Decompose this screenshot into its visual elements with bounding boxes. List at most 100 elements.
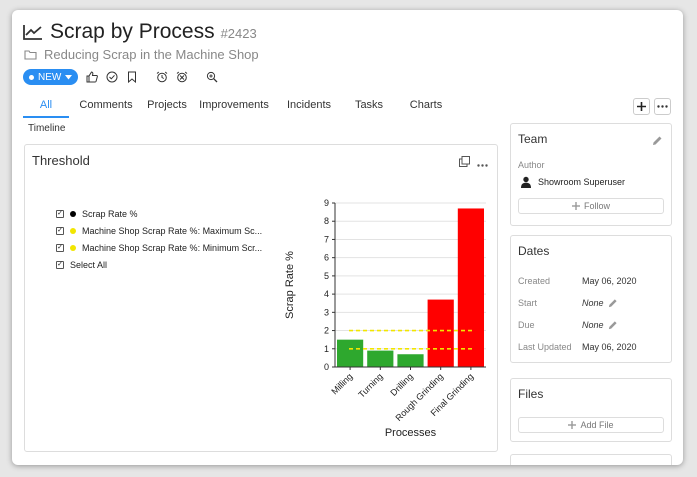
select-all-checkbox[interactable]: ✓ <box>56 260 64 269</box>
dates-card: Dates Created May 06, 2020 Start None Du… <box>510 235 672 363</box>
team-card: Team Author Showroom Superuser Follow <box>510 123 672 226</box>
tab-improvements[interactable]: Improvements <box>199 99 269 111</box>
tab-charts[interactable]: Charts <box>409 99 443 111</box>
author-name: Showroom Superuser <box>538 177 626 187</box>
card-more-icon[interactable] <box>477 154 488 172</box>
y-tick-label: 7 <box>324 234 329 244</box>
tab-incidents[interactable]: Incidents <box>286 99 332 111</box>
folder-icon <box>24 50 37 60</box>
bookmark-icon[interactable] <box>125 71 138 84</box>
tab-comments[interactable]: Comments <box>79 99 133 111</box>
legend-item-maximum[interactable]: ✓ Machine Shop Scrap Rate %: Maximum Sc.… <box>56 222 262 239</box>
tab-projects[interactable]: Projects <box>147 99 187 111</box>
title-row: Scrap by Process #2423 <box>22 20 257 44</box>
legend-checkbox[interactable]: ✓ <box>56 209 64 218</box>
legend-item-minimum[interactable]: ✓ Machine Shop Scrap Rate %: Minimum Scr… <box>56 239 262 256</box>
edit-pencil-icon[interactable] <box>652 133 663 151</box>
updated-label: Last Updated <box>518 342 572 352</box>
y-tick-label: 8 <box>324 216 329 226</box>
tab-all[interactable]: All <box>23 96 69 118</box>
status-label: NEW <box>38 71 62 83</box>
legend-label: Machine Shop Scrap Rate %: Maximum Sc... <box>82 225 263 236</box>
page-title: Scrap by Process <box>50 20 215 43</box>
status-toolbar: NEW <box>23 69 218 85</box>
y-tick-label: 3 <box>324 307 329 317</box>
app-window: Scrap by Process #2423 Reducing Scrap in… <box>12 10 683 465</box>
y-axis-title: Scrap Rate % <box>284 251 296 319</box>
edit-pencil-icon[interactable] <box>608 320 618 330</box>
y-tick-label: 4 <box>324 289 329 299</box>
author-row[interactable]: Showroom Superuser <box>520 176 625 188</box>
bar-drilling <box>397 354 424 367</box>
x-tick-label: Turning <box>356 371 384 399</box>
alarm-off-icon[interactable] <box>175 71 188 84</box>
bar-final-grinding <box>457 208 484 367</box>
trend-chart-icon <box>23 25 42 40</box>
dates-title: Dates <box>518 244 550 258</box>
copy-icon[interactable] <box>459 154 470 172</box>
add-button[interactable] <box>633 98 650 115</box>
legend-label: Scrap Rate % <box>82 208 138 219</box>
select-all-label: Select All <box>70 259 108 270</box>
plus-icon <box>568 421 577 429</box>
x-axis-title: Processes <box>385 427 437 439</box>
created-value: May 06, 2020 <box>582 276 637 286</box>
plus-icon <box>637 102 646 111</box>
threshold-card: Threshold ✓ Scrap Rate % ✓ Machine Shop … <box>24 144 498 452</box>
y-tick-label: 9 <box>324 198 329 208</box>
plus-icon <box>571 202 580 210</box>
card-tools <box>459 154 488 172</box>
chart-legend: ✓ Scrap Rate % ✓ Machine Shop Scrap Rate… <box>56 205 262 273</box>
ellipsis-icon <box>657 105 668 108</box>
x-tick-label: Drilling <box>388 371 415 398</box>
start-label: Start <box>518 298 538 308</box>
follow-label: Follow <box>583 201 610 211</box>
files-title: Files <box>518 387 544 401</box>
user-avatar-icon <box>521 176 531 188</box>
legend-item-scrap-rate[interactable]: ✓ Scrap Rate % <box>56 205 262 222</box>
ticket-number: #2423 <box>220 26 257 41</box>
parent-title: Reducing Scrap in the Machine Shop <box>44 47 259 62</box>
timeline-label[interactable]: Timeline <box>28 123 66 134</box>
start-value[interactable]: None <box>582 298 618 308</box>
y-tick-label: 5 <box>324 271 329 281</box>
tab-bar: All Comments Projects Improvements Incid… <box>23 96 455 118</box>
y-tick-label: 2 <box>324 326 329 336</box>
author-label: Author <box>518 160 545 170</box>
team-title: Team <box>518 132 548 146</box>
more-options-button[interactable] <box>654 98 671 115</box>
top-actions <box>633 98 671 115</box>
alarm-clock-icon[interactable] <box>155 71 168 84</box>
edit-pencil-icon[interactable] <box>608 298 618 308</box>
thumbs-up-icon[interactable] <box>85 71 98 84</box>
due-date: None <box>582 320 604 330</box>
legend-swatch <box>70 227 76 234</box>
y-tick-label: 0 <box>324 362 329 372</box>
created-label: Created <box>518 276 551 286</box>
zoom-in-icon[interactable] <box>205 71 218 84</box>
due-value[interactable]: None <box>582 320 618 330</box>
legend-swatch <box>70 210 76 217</box>
check-circle-icon[interactable] <box>105 71 118 84</box>
next-card-partial <box>510 454 672 465</box>
y-tick-label: 6 <box>324 253 329 263</box>
add-file-button[interactable]: Add File <box>518 417 664 433</box>
legend-swatch <box>70 244 76 251</box>
tab-tasks[interactable]: Tasks <box>354 99 384 111</box>
created-date: May 06, 2020 <box>582 276 637 286</box>
files-card: Files Add File <box>510 378 672 442</box>
caret-down-icon <box>65 74 73 79</box>
legend-checkbox[interactable]: ✓ <box>56 243 64 252</box>
legend-label: Machine Shop Scrap Rate %: Minimum Scr..… <box>82 242 263 253</box>
add-file-label: Add File <box>580 420 614 430</box>
bar-rough-grinding <box>427 299 454 367</box>
start-date: None <box>582 298 604 308</box>
follow-button[interactable]: Follow <box>518 198 664 214</box>
select-all[interactable]: ✓ Select All <box>56 256 262 273</box>
status-dropdown-button[interactable]: NEW <box>23 69 79 85</box>
updated-date: May 06, 2020 <box>582 342 637 352</box>
parent-link[interactable]: Reducing Scrap in the Machine Shop <box>24 47 259 62</box>
updated-value: May 06, 2020 <box>582 342 637 352</box>
legend-checkbox[interactable]: ✓ <box>56 226 64 235</box>
